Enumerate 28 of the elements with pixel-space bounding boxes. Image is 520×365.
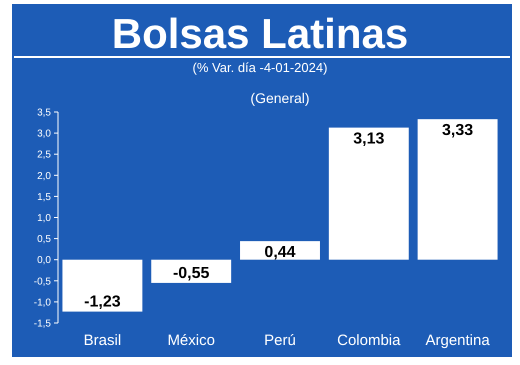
bar	[418, 119, 498, 260]
text: (General)	[250, 90, 310, 106]
x-tick-label: México	[167, 332, 215, 349]
chart-title: Bolsas Latinas	[112, 10, 408, 57]
y-tick-label: 2,0	[37, 170, 52, 182]
x-tick-label: Perú	[264, 332, 296, 349]
y-tick-label: -1,0	[34, 297, 52, 308]
y-tick-label: 2,5	[37, 150, 52, 161]
y-tick-label: 1,5	[37, 192, 52, 203]
x-tick-label: Argentina	[425, 332, 490, 349]
y-tick-label: 0,5	[37, 234, 52, 246]
data-label: -0,55	[172, 264, 210, 282]
y-tick-label: 0,0	[37, 255, 52, 266]
y-tick-label: 1,0	[37, 213, 52, 224]
data-label: 3,33	[442, 122, 474, 140]
chart-subtitle: (% Var. día -4-01-2024)	[192, 60, 328, 75]
bar	[151, 260, 232, 283]
bar	[62, 260, 142, 312]
x-tick-label: Brasil	[84, 332, 122, 349]
y-tick-label: -0,5	[34, 276, 52, 288]
data-label: 3,13	[353, 130, 384, 148]
bar	[328, 128, 409, 260]
data-label: 0,44	[264, 244, 296, 262]
y-tick-label: -1,5	[34, 318, 52, 330]
y-tick-label: 3,5	[37, 108, 52, 118]
y-tick-label: 3,0	[37, 128, 52, 140]
data-label: -1,23	[84, 294, 121, 311]
x-tick-label: Colombia	[337, 332, 402, 349]
